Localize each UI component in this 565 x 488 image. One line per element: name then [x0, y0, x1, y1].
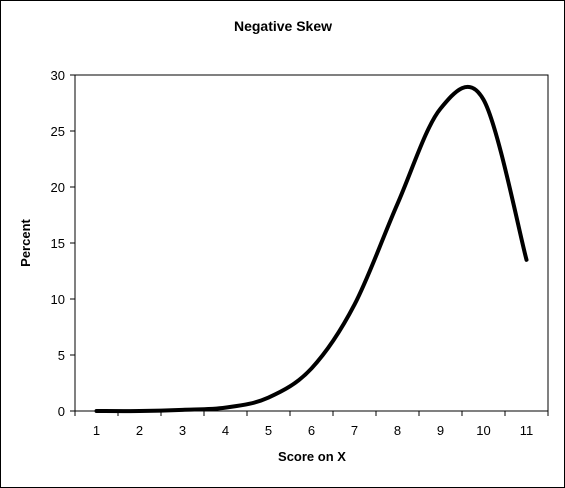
y-tick-label: 25 [51, 124, 65, 139]
x-tick-label: 5 [265, 423, 272, 438]
x-tick-label: 8 [394, 423, 401, 438]
chart-title: Negative Skew [234, 18, 332, 34]
y-tick-label: 15 [51, 236, 65, 251]
y-tick-label: 10 [51, 292, 65, 307]
x-tick-label: 1 [93, 423, 100, 438]
series-line [94, 84, 529, 414]
y-axis-label: Percent [18, 218, 33, 266]
x-tick-label: 7 [351, 423, 358, 438]
plot-area [74, 74, 549, 412]
x-axis: 1 2 3 4 5 6 7 8 9 10 11 [74, 411, 549, 438]
x-axis-label: Score on X [278, 449, 346, 464]
x-tick-label: 4 [222, 423, 229, 438]
x-tick-label: 3 [179, 423, 186, 438]
x-tick-label: 11 [520, 423, 534, 438]
x-tick-label: 9 [437, 423, 444, 438]
y-tick-label: 20 [51, 180, 65, 195]
y-tick-label: 30 [51, 68, 65, 83]
x-tick-label: 6 [308, 423, 315, 438]
y-tick-label: 5 [58, 348, 65, 363]
y-tick-label: 0 [58, 404, 65, 419]
y-axis: 0 5 10 15 20 25 30 [51, 68, 75, 419]
x-tick-label: 2 [136, 423, 143, 438]
x-tick-label: 10 [476, 423, 490, 438]
